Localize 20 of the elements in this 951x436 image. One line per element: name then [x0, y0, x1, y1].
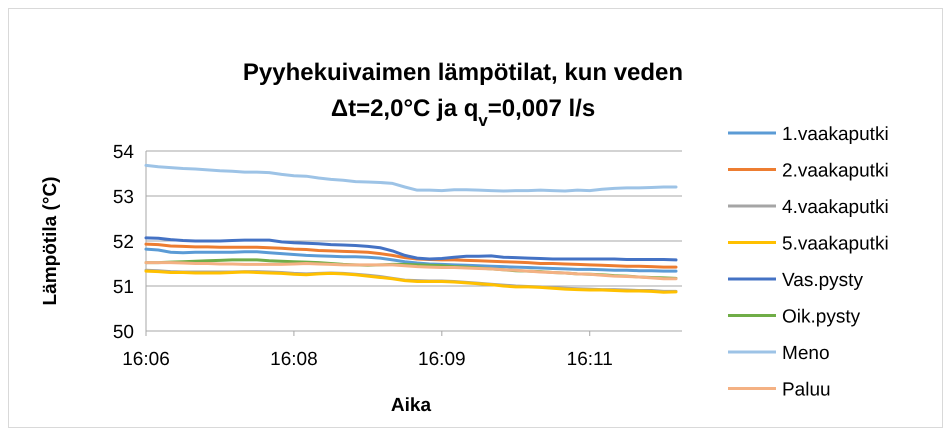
legend-label: 1.vaakaputki	[782, 124, 889, 145]
x-tick-label: 16:09	[418, 349, 466, 370]
x-tick-label: 16:06	[122, 349, 170, 370]
y-axis-title: Lämpötila (°C)	[40, 176, 61, 306]
legend-label: Vas.pysty	[782, 270, 864, 291]
y-tick-label: 50	[112, 322, 134, 343]
chart-title: Pyyhekuivaimen lämpötilat, kun veden Δt=2,0°C ja q$_{v}$=0,007 l/s	[242, 59, 684, 130]
legend-label: 5.vaakaputki	[782, 234, 889, 254]
legend-label: 2.vaakaputki	[782, 160, 889, 182]
y-tick-label: 51	[112, 277, 134, 298]
x-tick-label: 16:08	[270, 349, 318, 370]
legend-label: Meno	[782, 343, 830, 364]
legend-label: Paluu	[782, 380, 831, 400]
y-tick-label: 54	[112, 142, 134, 163]
legend-label: Oik.pysty	[782, 306, 861, 328]
legend-label: 4.vaakaputki	[782, 197, 889, 218]
x-tick-label: 16:11	[566, 349, 613, 370]
x-axis-title: Aika	[390, 395, 432, 416]
y-tick-label: 52	[112, 232, 134, 253]
y-tick-label: 53	[112, 187, 134, 208]
